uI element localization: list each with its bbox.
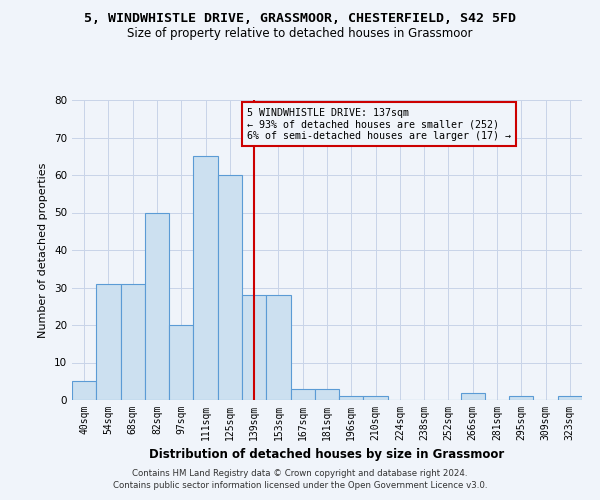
Bar <box>339 396 364 400</box>
X-axis label: Distribution of detached houses by size in Grassmoor: Distribution of detached houses by size … <box>149 448 505 462</box>
Text: Contains public sector information licensed under the Open Government Licence v3: Contains public sector information licen… <box>113 481 487 490</box>
Bar <box>364 396 388 400</box>
Text: Size of property relative to detached houses in Grassmoor: Size of property relative to detached ho… <box>127 28 473 40</box>
Bar <box>242 295 266 400</box>
Bar <box>558 396 582 400</box>
Bar <box>96 284 121 400</box>
Bar <box>145 212 169 400</box>
Bar <box>509 396 533 400</box>
Text: 5, WINDWHISTLE DRIVE, GRASSMOOR, CHESTERFIELD, S42 5FD: 5, WINDWHISTLE DRIVE, GRASSMOOR, CHESTER… <box>84 12 516 26</box>
Bar <box>193 156 218 400</box>
Text: Contains HM Land Registry data © Crown copyright and database right 2024.: Contains HM Land Registry data © Crown c… <box>132 468 468 477</box>
Text: 5 WINDWHISTLE DRIVE: 137sqm
← 93% of detached houses are smaller (252)
6% of sem: 5 WINDWHISTLE DRIVE: 137sqm ← 93% of det… <box>247 108 511 140</box>
Bar <box>461 392 485 400</box>
Bar <box>218 175 242 400</box>
Bar <box>72 381 96 400</box>
Bar <box>315 389 339 400</box>
Bar <box>121 284 145 400</box>
Bar <box>169 325 193 400</box>
Bar <box>266 295 290 400</box>
Y-axis label: Number of detached properties: Number of detached properties <box>38 162 49 338</box>
Bar <box>290 389 315 400</box>
